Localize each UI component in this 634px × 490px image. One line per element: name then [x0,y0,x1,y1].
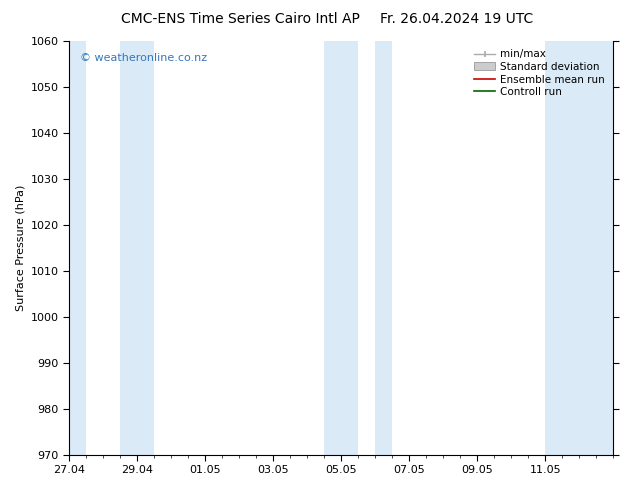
Y-axis label: Surface Pressure (hPa): Surface Pressure (hPa) [15,185,25,311]
Bar [120,41,154,455]
Bar [545,41,614,455]
Bar [375,41,392,455]
Text: Fr. 26.04.2024 19 UTC: Fr. 26.04.2024 19 UTC [380,12,533,26]
Bar [69,41,86,455]
Bar [324,41,358,455]
Text: CMC-ENS Time Series Cairo Intl AP: CMC-ENS Time Series Cairo Intl AP [122,12,360,26]
Legend: min/max, Standard deviation, Ensemble mean run, Controll run: min/max, Standard deviation, Ensemble me… [471,46,608,100]
Text: © weatheronline.co.nz: © weatheronline.co.nz [80,53,207,64]
